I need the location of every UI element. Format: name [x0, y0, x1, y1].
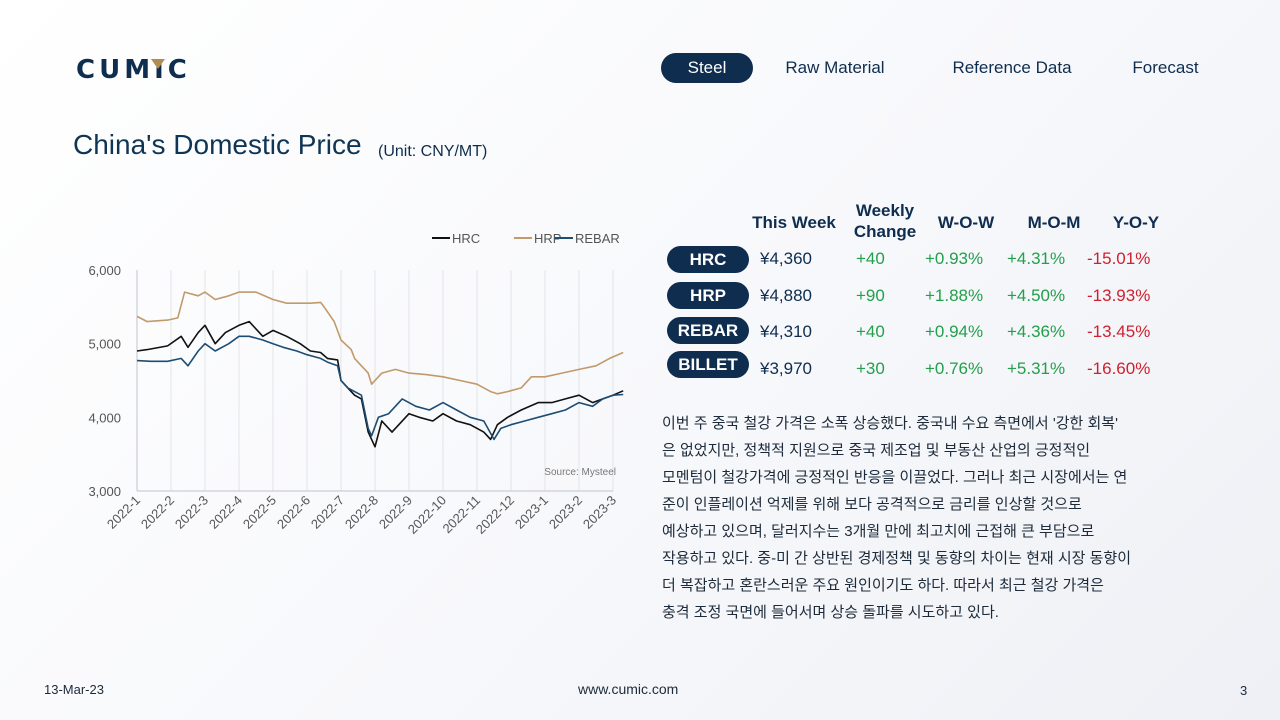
commentary-line: 이번 주 중국 철강 가격은 소폭 상승했다. 중국내 수요 측면에서 '강한 … [662, 415, 1118, 432]
tab-forecast[interactable]: Forecast [1132, 58, 1199, 77]
hrc-change: +40 [856, 249, 885, 268]
rebar-change: +40 [856, 322, 885, 341]
source-label: Source: Mysteel [544, 467, 616, 478]
series-line-rebar [136, 335, 624, 441]
row-label-hrc: HRC [667, 246, 749, 273]
commentary-line: 준이 인플레이션 억제를 위해 보다 공격적으로 금리를 인상할 것으로 [662, 496, 1082, 513]
col-header-weekly-change: Weekly Change [848, 200, 922, 242]
col-header-change: Change [853, 222, 917, 241]
rebar-yoy: -13.45% [1087, 322, 1151, 341]
y-tick-label: 5,000 [88, 337, 121, 352]
legend-label: HRP [534, 231, 561, 246]
commentary-line: 작용하고 있다. 중-미 간 상반된 경제정책 및 동향의 차이는 현재 시장 … [662, 550, 1132, 567]
legend-label: REBAR [575, 231, 620, 246]
page-title: China's Domestic Price [73, 129, 362, 160]
hrc-wow: +0.93% [925, 249, 984, 268]
col-header-mom: M-O-M [1027, 213, 1081, 232]
unit-label: (Unit: CNY/MT) [378, 143, 488, 160]
x-tick-label: 2022-4 [206, 493, 245, 532]
billet-mom: +5.31% [1007, 359, 1066, 378]
col-header-weekly: Weekly [855, 201, 915, 220]
price-chart: 3,000 4,000 5,000 6,000 2022-1 2022-2 2022-3 20… [70, 220, 630, 560]
x-tick-label: 2022-6 [274, 493, 313, 532]
commentary-line: 충격 조정 국면에 들어서며 상승 돌파를 시도하고 있다. [662, 604, 999, 621]
logo-accent-icon [151, 59, 165, 69]
y-tick-label: 4,000 [88, 410, 121, 425]
legend-label: HRC [452, 231, 480, 246]
x-tick-label: 2023-3 [580, 493, 619, 532]
x-tick-label: 2022-2 [138, 493, 177, 532]
x-tick-label: 2022-3 [172, 493, 211, 532]
col-header-wow: W-O-W [937, 213, 995, 232]
x-tick-label: 2022-10 [405, 493, 449, 537]
series-line-hrp [136, 291, 624, 395]
footer-date: 13-Mar-23 [44, 682, 104, 697]
cumic-logo: CUMIC [76, 55, 191, 83]
x-tick-label: 2022-8 [342, 493, 381, 532]
rebar-wow: +0.94% [925, 322, 984, 341]
commentary-line: 더 복잡하고 혼란스러운 주요 원인이기도 하다. 따라서 최근 철강 가격은 [662, 577, 1104, 594]
hrp-price: ¥4,880 [760, 286, 812, 305]
y-tick-label: 6,000 [88, 263, 121, 278]
footer-url[interactable]: www.cumic.com [578, 681, 679, 697]
row-label-hrp: HRP [667, 282, 749, 309]
row-label-rebar: REBAR [667, 317, 749, 344]
billet-price: ¥3,970 [760, 359, 812, 378]
x-tick-label: 2022-7 [308, 493, 347, 532]
y-tick-label: 3,000 [88, 484, 121, 499]
x-tick-label: 2022-12 [473, 493, 517, 537]
commentary-line: 은 없었지만, 정책적 지원으로 중국 제조업 및 부동산 산업의 긍정적인 [662, 442, 1091, 459]
x-tick-label: 2022-5 [240, 493, 279, 532]
tab-steel[interactable]: Steel [661, 53, 753, 83]
billet-wow: +0.76% [925, 359, 984, 378]
hrp-change: +90 [856, 286, 885, 305]
market-commentary: 이번 주 중국 철강 가격은 소폭 상승했다. 중국내 수요 측면에서 '강한 … [662, 410, 1202, 626]
price-chart-svg: 3,0004,0005,0006,0002022-12022-22022-320… [88, 231, 624, 537]
x-tick-label: 2023-2 [546, 493, 585, 532]
rebar-price: ¥4,310 [760, 322, 812, 341]
tab-reference-data[interactable]: Reference Data [952, 58, 1072, 77]
billet-yoy: -16.60% [1087, 359, 1151, 378]
col-header-this-week: This Week [752, 213, 836, 232]
commentary-line: 모멘텀이 철강가격에 긍정적인 반응을 이끌었다. 그러나 최근 시장에서는 연 [662, 469, 1128, 486]
col-header-yoy: Y-O-Y [1112, 213, 1160, 232]
hrp-mom: +4.50% [1007, 286, 1066, 305]
tab-raw-material[interactable]: Raw Material [785, 58, 885, 77]
row-label-billet: BILLET [667, 351, 749, 378]
hrc-mom: +4.31% [1007, 249, 1066, 268]
hrp-wow: +1.88% [925, 286, 984, 305]
rebar-mom: +4.36% [1007, 322, 1066, 341]
hrp-yoy: -13.93% [1087, 286, 1151, 305]
hrc-yoy: -15.01% [1087, 249, 1151, 268]
billet-change: +30 [856, 359, 885, 378]
commentary-line: 예상하고 있으며, 달러지수는 3개월 만에 최고치에 근접해 큰 부담으로 [662, 523, 1095, 540]
page-number: 3 [1240, 683, 1248, 698]
logo-text: CUMIC [76, 55, 191, 83]
x-tick-label: 2023-1 [512, 493, 551, 532]
hrc-price: ¥4,360 [760, 249, 812, 268]
series-line-hrc [136, 320, 624, 448]
